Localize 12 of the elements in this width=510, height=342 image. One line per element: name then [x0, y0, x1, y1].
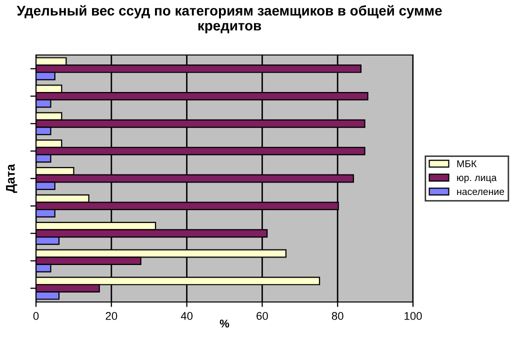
x-tick-label: 40	[180, 312, 193, 320]
chart-title: Удельный вес ссуд по категориям заемщиков в общей сумме кредитов	[16, 5, 442, 34]
legend-label: население	[457, 190, 504, 196]
x-tick-label: 0	[33, 312, 39, 320]
x-tick-label: 80	[332, 312, 344, 320]
x-tick-label: 60	[256, 312, 268, 320]
legend-label: МБК	[457, 160, 477, 168]
y-axis-title: Дата	[6, 164, 18, 193]
x-tick-label: 100	[404, 312, 422, 320]
x-axis-title: %	[220, 320, 230, 328]
legend-label: юр. лица	[457, 176, 497, 184]
x-tick-label: 20	[106, 312, 118, 320]
